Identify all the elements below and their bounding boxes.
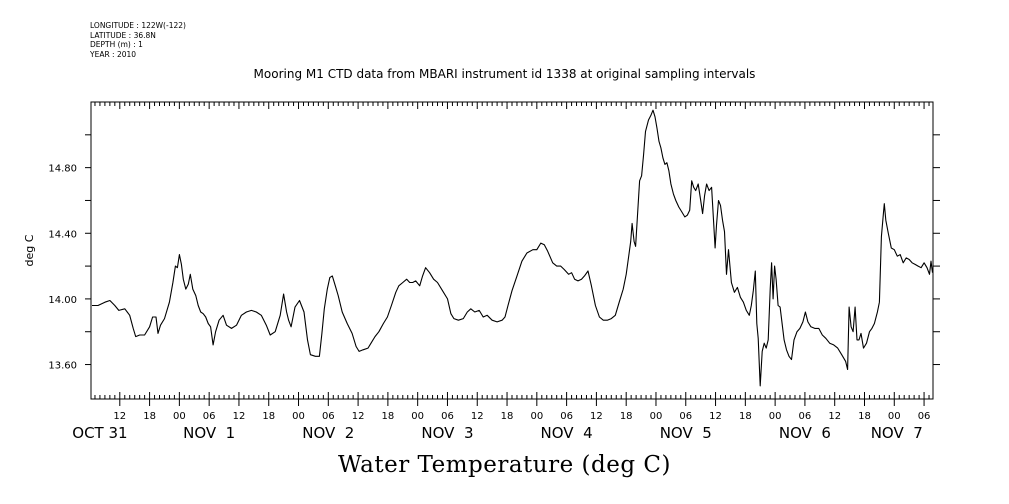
y-tick-label: 14.80 bbox=[48, 164, 77, 175]
meta-year: YEAR : 2010 bbox=[90, 49, 137, 59]
x-tick-label: 00 bbox=[530, 411, 543, 422]
x-tick-label: 06 bbox=[203, 411, 216, 422]
x-tick-label: 12 bbox=[828, 411, 841, 422]
series-layer bbox=[92, 109, 934, 387]
y-tick-label: 13.60 bbox=[48, 361, 77, 372]
x-day-label: NOV 6 bbox=[779, 424, 831, 442]
x-tick-label: 06 bbox=[560, 411, 573, 422]
x-tick-label: 06 bbox=[799, 411, 812, 422]
meta-longitude: LONGITUDE : 122W(-122) bbox=[90, 21, 186, 30]
x-tick-label: 12 bbox=[113, 411, 126, 422]
plot-frame bbox=[90, 101, 934, 400]
x-tick-label: 12 bbox=[471, 411, 484, 422]
x-day-label: NOV 3 bbox=[421, 424, 473, 442]
x-day-label: NOV 4 bbox=[541, 424, 593, 442]
x-tick-label: 00 bbox=[769, 411, 782, 422]
x-tick-label: 18 bbox=[262, 411, 275, 422]
x-tick-label: 00 bbox=[292, 411, 305, 422]
x-tick-label: 12 bbox=[709, 411, 722, 422]
x-tick-label: 12 bbox=[590, 411, 603, 422]
x-tick-label: 12 bbox=[233, 411, 246, 422]
x-tick-label: 18 bbox=[501, 411, 514, 422]
chart-title: Mooring M1 CTD data from MBARI instrumen… bbox=[253, 67, 756, 81]
x-tick-label: 06 bbox=[679, 411, 692, 422]
y-axis-title: deg C bbox=[23, 234, 36, 266]
axis-ticks bbox=[85, 102, 940, 406]
dataset-metadata: LONGITUDE : 122W(-122) LATITUDE : 36.8N … bbox=[90, 21, 186, 59]
x-tick-label: 06 bbox=[441, 411, 454, 422]
x-tick-label: 00 bbox=[173, 411, 186, 422]
meta-depth: DEPTH (m) : 1 bbox=[90, 40, 143, 49]
x-day-label: NOV 5 bbox=[660, 424, 712, 442]
x-axis-title: Water Temperature (deg C) bbox=[338, 452, 671, 478]
x-tick-label: 12 bbox=[352, 411, 365, 422]
meta-latitude: LATITUDE : 36.8N bbox=[90, 30, 156, 40]
series-line bbox=[92, 109, 934, 387]
x-tick-label: 00 bbox=[411, 411, 424, 422]
x-tick-label: 00 bbox=[888, 411, 901, 422]
x-tick-label: 18 bbox=[620, 411, 633, 422]
x-tick-label: 18 bbox=[858, 411, 871, 422]
x-tick-label: 18 bbox=[382, 411, 395, 422]
x-tick-label: 00 bbox=[650, 411, 663, 422]
x-tick-label: 18 bbox=[143, 411, 156, 422]
x-day-label: NOV 1 bbox=[183, 424, 235, 442]
x-day-label: OCT 31 bbox=[72, 424, 127, 442]
x-day-label: NOV 7 bbox=[871, 424, 923, 442]
x-tick-label: 06 bbox=[322, 411, 335, 422]
x-day-label: NOV 2 bbox=[302, 424, 354, 442]
y-tick-label: 14.00 bbox=[48, 295, 77, 306]
y-tick-label: 14.40 bbox=[48, 229, 77, 240]
axis-labels: 13.60 14.00 14.40 14.80 12 18 00 06 12 18 00 06 12 18… bbox=[23, 164, 930, 442]
x-tick-label: 06 bbox=[918, 411, 931, 422]
x-tick-label: 18 bbox=[739, 411, 752, 422]
